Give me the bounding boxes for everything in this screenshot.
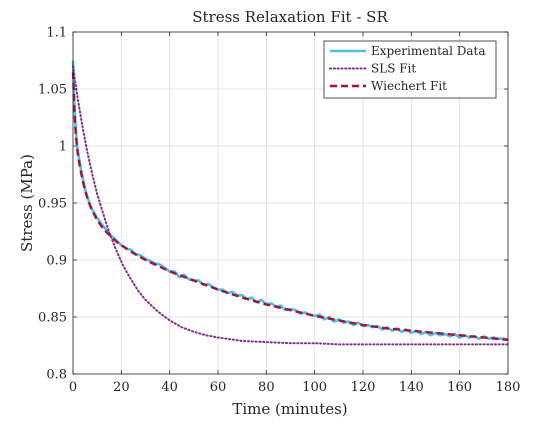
y-tick-label: 1 bbox=[59, 140, 67, 155]
series-line-sls-fit bbox=[72, 65, 509, 346]
y-axis-label: Stress (MPa) bbox=[18, 154, 36, 252]
legend-label: SLS Fit bbox=[371, 62, 416, 76]
y-tick-label: 0.95 bbox=[38, 197, 67, 212]
x-tick-label: 100 bbox=[302, 380, 327, 395]
x-tick-label: 160 bbox=[447, 380, 472, 395]
x-tick-label: 0 bbox=[69, 380, 77, 395]
chart-title: Stress Relaxation Fit - SR bbox=[192, 8, 388, 26]
x-tick-label: 120 bbox=[351, 380, 376, 395]
x-tick-label: 80 bbox=[258, 380, 275, 395]
tick-layer: 0 20 40 60 80 100 120 140 160 180 0.8 0.85 0.9 0.95 1 1… bbox=[38, 26, 520, 396]
series-layer bbox=[71, 60, 509, 346]
y-tick-label: 0.9 bbox=[46, 254, 67, 269]
y-tick-label: 0.8 bbox=[46, 368, 67, 383]
y-tick-label: 0.85 bbox=[38, 311, 67, 326]
series-line-wiechert-fit bbox=[71, 71, 509, 341]
y-tick-label: 1.05 bbox=[38, 83, 67, 98]
x-axis-label: Time (minutes) bbox=[232, 400, 347, 418]
legend: Experimental Data SLS Fit Wiechert Fit bbox=[323, 40, 497, 99]
legend-label: Experimental Data bbox=[371, 44, 485, 58]
legend-label: Wiechert Fit bbox=[371, 79, 447, 93]
x-tick-label: 140 bbox=[399, 380, 424, 395]
x-tick-label: 180 bbox=[496, 380, 521, 395]
y-tick-label: 1.1 bbox=[46, 26, 67, 41]
x-tick-label: 60 bbox=[210, 380, 227, 395]
x-tick-label: 40 bbox=[161, 380, 178, 395]
x-tick-label: 20 bbox=[113, 380, 130, 395]
